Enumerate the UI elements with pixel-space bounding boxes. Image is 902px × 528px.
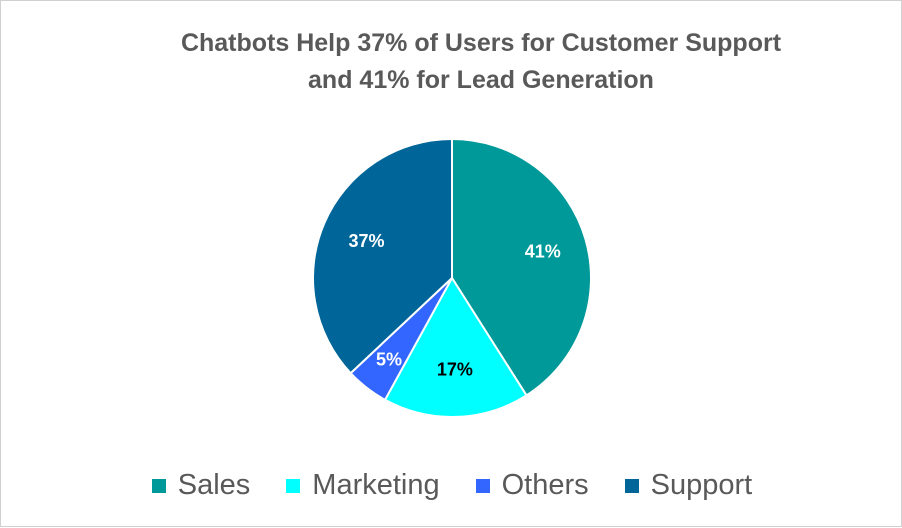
- legend-label-sales: Sales: [177, 469, 251, 501]
- slice-label-others: 5%: [376, 349, 402, 369]
- legend-swatch-support: [624, 478, 639, 493]
- legend-item-support: Support: [624, 469, 753, 502]
- legend-swatch-others: [475, 478, 490, 493]
- legend-label-support: Support: [650, 469, 753, 501]
- pie-slice-marketing: [383, 276, 528, 418]
- legend-label-others: Others: [501, 469, 589, 501]
- slice-label-support: 37%: [349, 231, 385, 251]
- legend-swatch-marketing: [286, 478, 301, 493]
- legend-item-marketing: Marketing: [286, 469, 440, 502]
- legend-item-sales: Sales: [151, 469, 251, 502]
- legend-label-marketing: Marketing: [312, 469, 440, 501]
- chart-title-line-2: and 41% for Lead Generation: [308, 66, 654, 94]
- slice-label-marketing: 17%: [437, 360, 473, 380]
- legend-swatch-sales: [151, 478, 166, 493]
- slice-label-sales: 41%: [525, 242, 561, 262]
- pie-slice-support: [312, 137, 453, 375]
- chart-legend: Sales Marketing Others Support: [1, 469, 902, 502]
- chart-title: Chatbots Help 37% of Users for Customer …: [1, 25, 902, 99]
- chart-title-line-1: Chatbots Help 37% of Users for Customer …: [180, 29, 782, 57]
- legend-item-others: Others: [475, 469, 589, 502]
